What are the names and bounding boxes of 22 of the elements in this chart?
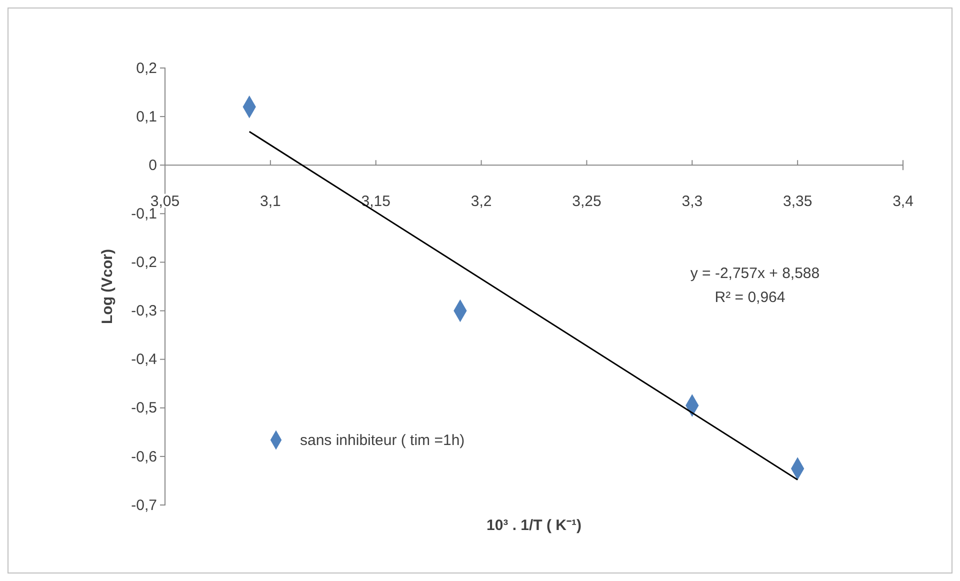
y-tick-label: 0 (148, 156, 157, 174)
x-tick-label: 3,15 (361, 193, 390, 210)
x-tick-label: 3,4 (892, 193, 914, 210)
annotation: y = -2,757x + 8,588 (690, 265, 820, 282)
y-tick-label: -0,3 (131, 302, 157, 320)
y-tick-label: -0,7 (131, 496, 157, 514)
y-tick-label: -0,4 (131, 351, 157, 368)
x-tick-label: 3,35 (782, 193, 812, 210)
y-tick-label: -0,5 (131, 400, 157, 417)
x-tick-label: 3,25 (572, 193, 602, 210)
y-axis-title: Log (Vcor) (99, 249, 116, 324)
y-tick-label: 0,2 (136, 60, 157, 77)
legend-label: sans inhibiteur ( tim =1h) (300, 432, 465, 449)
y-tick-label: 0,1 (136, 108, 157, 126)
y-tick-label: -0,1 (131, 205, 157, 222)
x-axis-title: 10³ . 1/T ( K⁻¹) (486, 517, 582, 534)
y-tick-label: -0,6 (131, 448, 157, 466)
annotation: R² = 0,964 (714, 289, 786, 306)
x-tick-label: 3,3 (682, 193, 703, 210)
y-tick-label: -0,2 (131, 254, 157, 272)
x-tick-label: 3,2 (470, 193, 492, 210)
x-tick-label: 3,1 (260, 193, 281, 210)
